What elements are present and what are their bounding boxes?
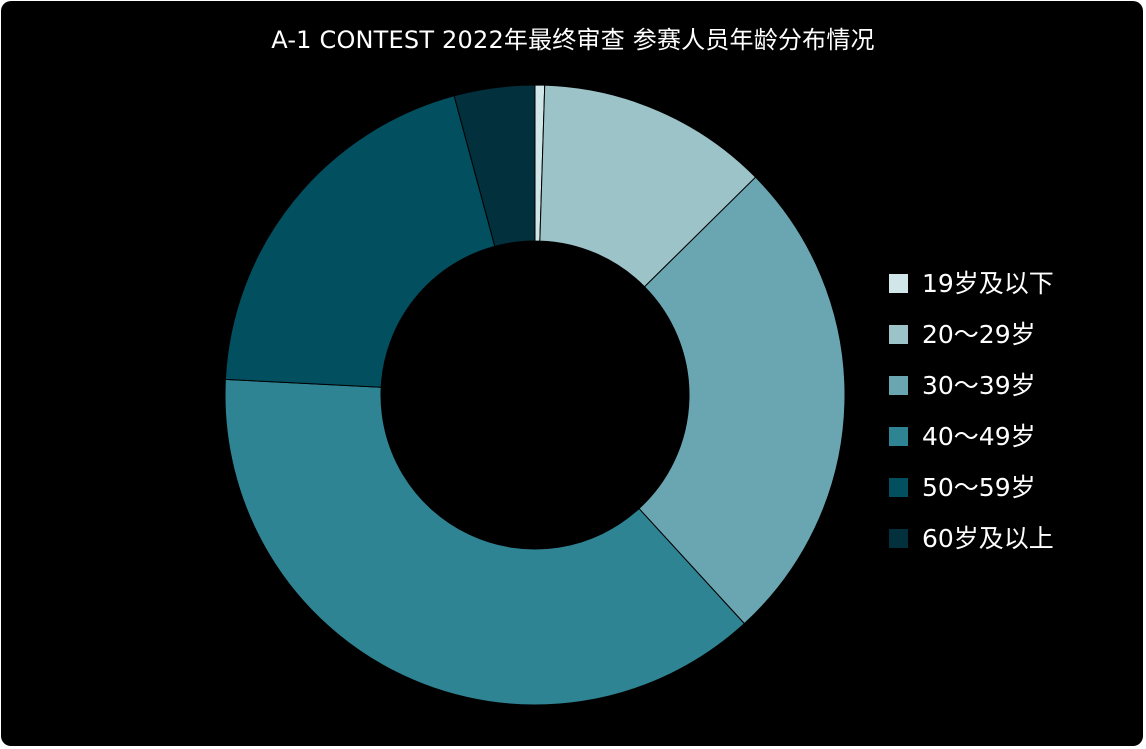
legend-swatch (889, 427, 908, 446)
donut-slice-2 (539, 84, 757, 288)
donut-slice-6 (453, 84, 536, 247)
legend-swatch (889, 325, 908, 344)
legend-item: 19岁及以下 (889, 258, 1129, 309)
chart-title: A-1 CONTEST 2022年最终审查 参赛人员年龄分布情况 (271, 26, 875, 54)
donut-slice-5 (224, 95, 496, 388)
chart-legend: 19岁及以下 20～29岁 30～39岁 40～49岁 50～59岁 60岁及以上 (889, 258, 1129, 564)
donut-slice-4 (224, 378, 746, 706)
donut-slice-3 (638, 176, 846, 625)
legend-label: 40～49岁 (922, 421, 1036, 451)
legend-label: 20～29岁 (922, 319, 1036, 349)
legend-swatch (889, 274, 908, 293)
legend-label: 60岁及以上 (922, 523, 1054, 553)
legend-item: 60岁及以上 (889, 513, 1129, 564)
legend-item: 20～29岁 (889, 309, 1129, 360)
legend-swatch (889, 529, 908, 548)
legend-item: 50～59岁 (889, 462, 1129, 513)
legend-label: 19岁及以下 (922, 268, 1054, 298)
legend-swatch (889, 376, 908, 395)
legend-label: 30～39岁 (922, 370, 1036, 400)
legend-label: 50～59岁 (922, 472, 1036, 502)
legend-item: 40～49岁 (889, 411, 1129, 462)
legend-swatch (889, 478, 908, 497)
legend-item: 30～39岁 (889, 360, 1129, 411)
